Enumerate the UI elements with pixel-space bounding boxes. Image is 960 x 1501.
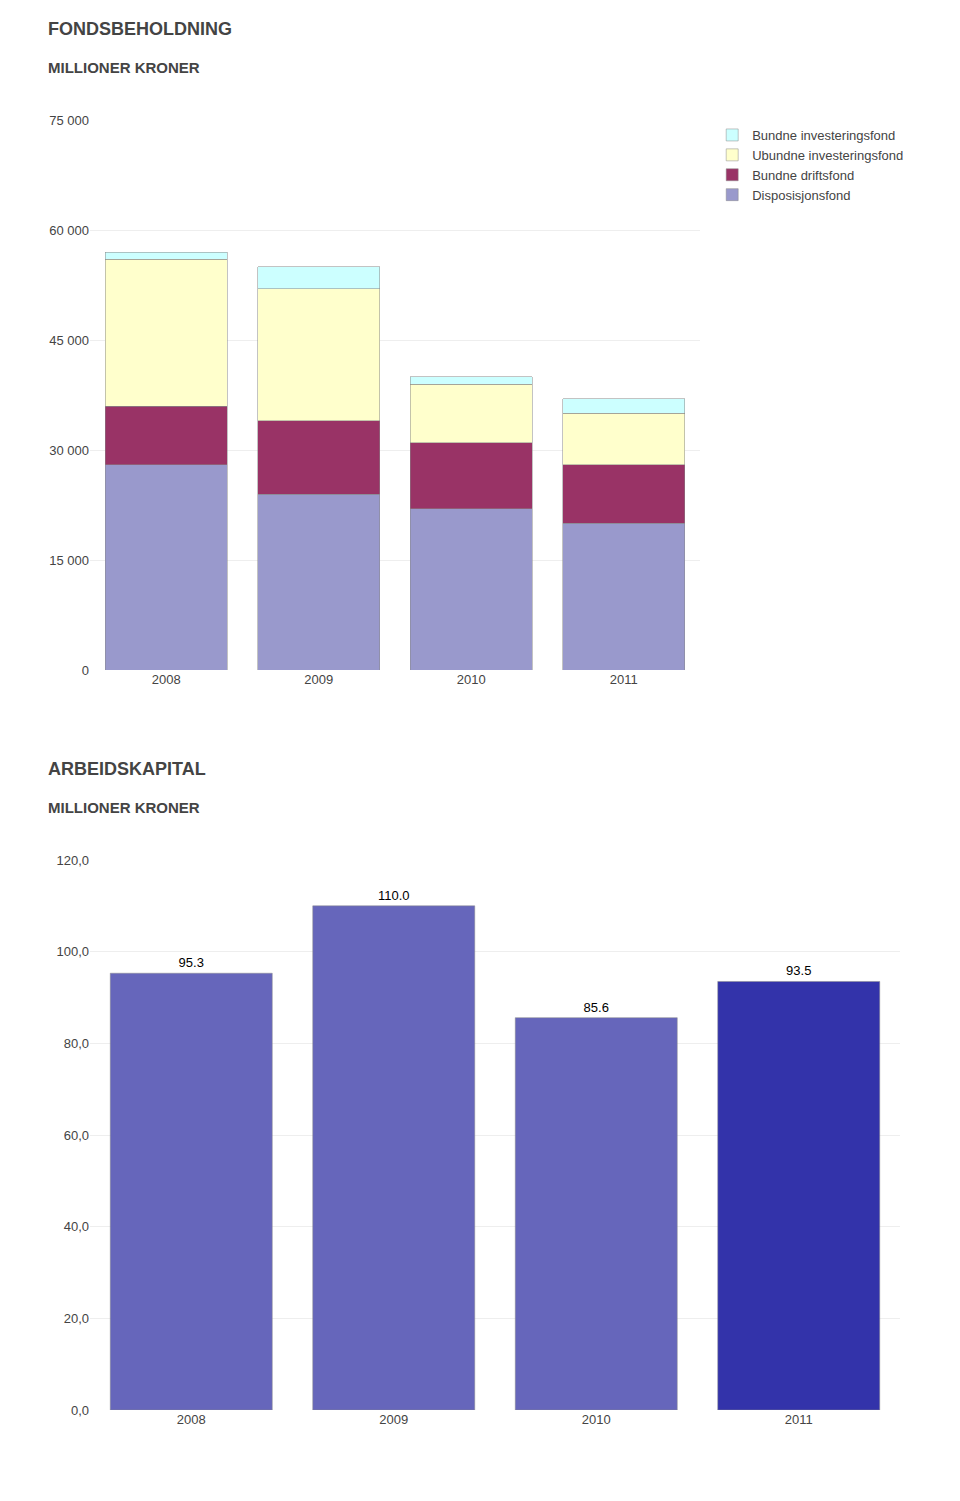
svg-text:Bundne investeringsfond: Bundne investeringsfond: [752, 128, 895, 143]
svg-text:45 000: 45 000: [49, 333, 89, 348]
svg-text:2011: 2011: [785, 1412, 813, 1427]
svg-text:30 000: 30 000: [49, 443, 89, 458]
svg-text:MILLIONER KRONER: MILLIONER KRONER: [48, 799, 200, 816]
svg-text:60,0: 60,0: [64, 1128, 89, 1143]
svg-text:0: 0: [82, 663, 89, 678]
svg-text:100,0: 100,0: [56, 944, 89, 959]
svg-text:80,0: 80,0: [64, 1036, 89, 1051]
svg-text:0,0: 0,0: [71, 1403, 89, 1418]
svg-text:Disposisjonsfond: Disposisjonsfond: [752, 188, 850, 203]
svg-text:40,0: 40,0: [64, 1219, 89, 1234]
svg-text:MILLIONER KRONER: MILLIONER KRONER: [48, 59, 200, 76]
svg-text:120,0: 120,0: [56, 853, 89, 868]
svg-text:110.0: 110.0: [378, 888, 410, 903]
svg-text:2008: 2008: [177, 1412, 206, 1427]
svg-text:95.3: 95.3: [179, 955, 204, 970]
svg-text:Ubundne investeringsfond: Ubundne investeringsfond: [752, 148, 903, 163]
svg-text:2011: 2011: [610, 672, 638, 687]
svg-text:20,0: 20,0: [64, 1311, 89, 1326]
svg-text:2010: 2010: [457, 672, 486, 687]
svg-text:2008: 2008: [152, 672, 181, 687]
svg-text:2009: 2009: [379, 1412, 408, 1427]
svg-text:2010: 2010: [582, 1412, 611, 1427]
svg-text:60 000: 60 000: [49, 223, 89, 238]
svg-text:93.5: 93.5: [786, 963, 811, 978]
svg-text:Bundne driftsfond: Bundne driftsfond: [752, 168, 854, 183]
svg-text:75 000: 75 000: [49, 113, 89, 128]
svg-text:15 000: 15 000: [49, 553, 89, 568]
svg-text:85.6: 85.6: [584, 1000, 609, 1015]
svg-text:FONDSBEHOLDNING: FONDSBEHOLDNING: [48, 19, 232, 39]
svg-text:2009: 2009: [304, 672, 333, 687]
svg-text:ARBEIDSKAPITAL: ARBEIDSKAPITAL: [48, 759, 206, 779]
